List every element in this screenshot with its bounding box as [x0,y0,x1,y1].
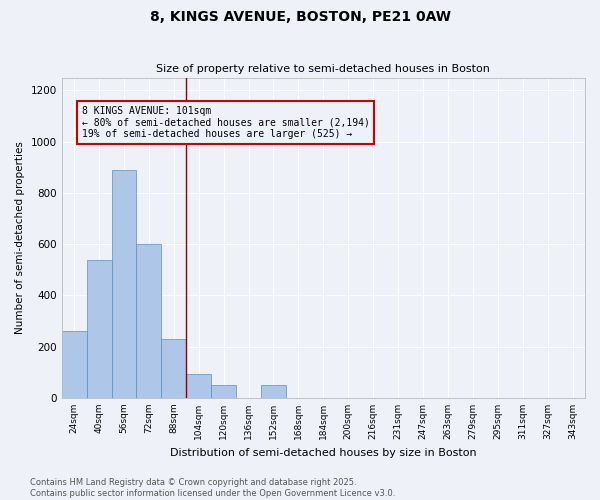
Text: 8 KINGS AVENUE: 101sqm
← 80% of semi-detached houses are smaller (2,194)
19% of : 8 KINGS AVENUE: 101sqm ← 80% of semi-det… [82,106,370,139]
Title: Size of property relative to semi-detached houses in Boston: Size of property relative to semi-detach… [157,64,490,74]
Bar [261,385,286,398]
Bar [186,374,211,398]
Bar [86,260,112,398]
Bar [211,385,236,398]
X-axis label: Distribution of semi-detached houses by size in Boston: Distribution of semi-detached houses by … [170,448,476,458]
Text: 8, KINGS AVENUE, BOSTON, PE21 0AW: 8, KINGS AVENUE, BOSTON, PE21 0AW [149,10,451,24]
Y-axis label: Number of semi-detached properties: Number of semi-detached properties [15,142,25,334]
Bar [161,339,186,398]
Text: Contains HM Land Registry data © Crown copyright and database right 2025.
Contai: Contains HM Land Registry data © Crown c… [30,478,395,498]
Bar [112,170,136,398]
Bar [136,244,161,398]
Bar [62,332,86,398]
